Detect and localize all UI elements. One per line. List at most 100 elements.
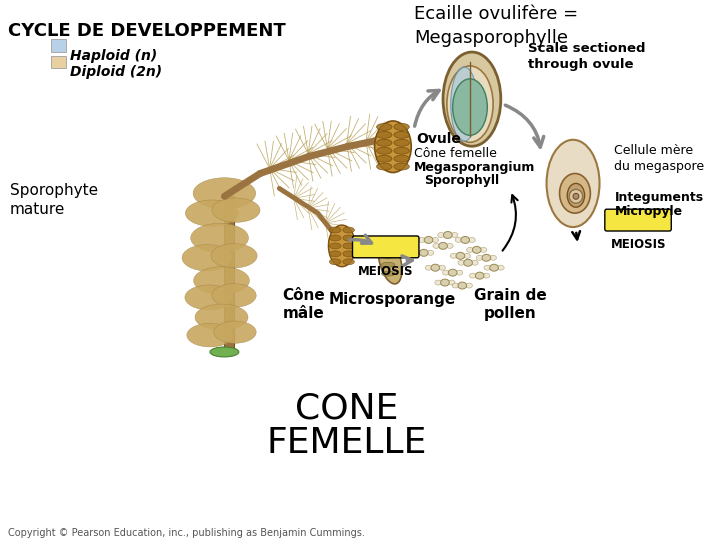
Ellipse shape (498, 265, 504, 270)
Ellipse shape (329, 235, 341, 241)
Ellipse shape (329, 251, 341, 257)
Ellipse shape (343, 227, 354, 233)
Ellipse shape (443, 52, 501, 146)
Text: Grain de
pollen: Grain de pollen (474, 287, 546, 321)
Ellipse shape (343, 251, 354, 257)
Ellipse shape (377, 163, 392, 170)
Ellipse shape (394, 147, 409, 154)
Ellipse shape (394, 163, 409, 170)
Circle shape (573, 193, 579, 199)
Ellipse shape (475, 272, 484, 279)
Text: Copyright © Pearson Education, inc., publishing as Benjamin Cummings.: Copyright © Pearson Education, inc., pub… (8, 529, 364, 538)
Ellipse shape (185, 200, 238, 226)
Ellipse shape (451, 67, 477, 141)
Ellipse shape (472, 260, 478, 265)
Ellipse shape (449, 269, 457, 276)
Ellipse shape (490, 255, 497, 260)
Ellipse shape (456, 270, 463, 275)
Ellipse shape (377, 124, 392, 130)
Ellipse shape (394, 139, 409, 146)
Ellipse shape (210, 347, 239, 357)
Ellipse shape (329, 259, 341, 265)
Ellipse shape (476, 255, 483, 260)
Ellipse shape (427, 251, 434, 255)
Ellipse shape (382, 262, 395, 267)
Ellipse shape (394, 155, 409, 162)
Ellipse shape (195, 304, 248, 330)
Text: Micropyle: Micropyle (614, 205, 683, 218)
Ellipse shape (212, 284, 256, 307)
FancyBboxPatch shape (605, 209, 671, 231)
Ellipse shape (212, 198, 260, 222)
Ellipse shape (484, 265, 491, 270)
Text: Diploid (2n): Diploid (2n) (71, 65, 163, 79)
Ellipse shape (466, 283, 472, 288)
Ellipse shape (431, 264, 440, 271)
Bar (51, 56, 66, 69)
Text: Sporophyll: Sporophyll (424, 174, 499, 187)
Ellipse shape (567, 184, 585, 207)
Ellipse shape (432, 238, 438, 242)
Ellipse shape (394, 124, 409, 130)
Text: CYCLE DE DEVELOPPEMENT: CYCLE DE DEVELOPPEMENT (8, 22, 285, 40)
Text: Haploid (n): Haploid (n) (71, 49, 158, 63)
Ellipse shape (443, 270, 449, 275)
Ellipse shape (452, 283, 459, 288)
Text: Microsporange: Microsporange (328, 293, 456, 307)
Ellipse shape (214, 321, 256, 343)
Circle shape (570, 190, 582, 203)
Ellipse shape (450, 253, 457, 258)
Ellipse shape (546, 140, 600, 227)
Ellipse shape (438, 233, 444, 238)
Ellipse shape (382, 271, 395, 276)
Ellipse shape (377, 147, 392, 154)
Ellipse shape (469, 238, 475, 242)
Text: Ovule: Ovule (415, 132, 461, 146)
Ellipse shape (447, 66, 493, 142)
Ellipse shape (435, 280, 441, 285)
Ellipse shape (472, 246, 481, 253)
Text: Megasporangium: Megasporangium (414, 160, 536, 174)
Ellipse shape (382, 253, 395, 258)
Ellipse shape (420, 249, 428, 256)
Ellipse shape (193, 178, 256, 209)
Ellipse shape (377, 155, 392, 162)
Ellipse shape (464, 253, 470, 258)
Ellipse shape (456, 252, 464, 259)
Text: Integuments: Integuments (614, 191, 703, 204)
Ellipse shape (377, 131, 392, 138)
Ellipse shape (446, 244, 453, 248)
Ellipse shape (480, 247, 487, 252)
Text: MEIOSIS: MEIOSIS (611, 238, 666, 251)
Ellipse shape (464, 259, 472, 266)
Ellipse shape (424, 237, 433, 244)
Ellipse shape (191, 224, 248, 253)
Ellipse shape (482, 254, 491, 261)
Ellipse shape (467, 247, 473, 252)
Ellipse shape (418, 238, 426, 242)
Ellipse shape (438, 265, 446, 270)
Ellipse shape (343, 235, 354, 241)
Ellipse shape (378, 238, 402, 284)
Ellipse shape (382, 245, 395, 249)
FancyBboxPatch shape (353, 236, 419, 258)
Text: Cellule mère
du megaspore: Cellule mère du megaspore (614, 144, 705, 173)
Ellipse shape (455, 238, 462, 242)
Bar (51, 39, 66, 51)
Ellipse shape (186, 323, 233, 347)
Ellipse shape (461, 237, 469, 244)
Ellipse shape (329, 243, 341, 249)
Bar (225, 197, 234, 350)
Text: Scale sectioned
through ovule: Scale sectioned through ovule (528, 42, 645, 71)
Ellipse shape (444, 232, 452, 239)
Ellipse shape (559, 173, 590, 213)
Ellipse shape (458, 282, 467, 289)
Text: Ecaille ovulifère =
Megasporophylle: Ecaille ovulifère = Megasporophylle (414, 5, 578, 46)
Ellipse shape (182, 245, 232, 271)
Ellipse shape (449, 280, 455, 285)
Ellipse shape (374, 121, 411, 172)
Ellipse shape (328, 225, 356, 267)
Text: Cône femelle: Cône femelle (414, 147, 497, 160)
Ellipse shape (394, 131, 409, 138)
Ellipse shape (483, 273, 490, 278)
